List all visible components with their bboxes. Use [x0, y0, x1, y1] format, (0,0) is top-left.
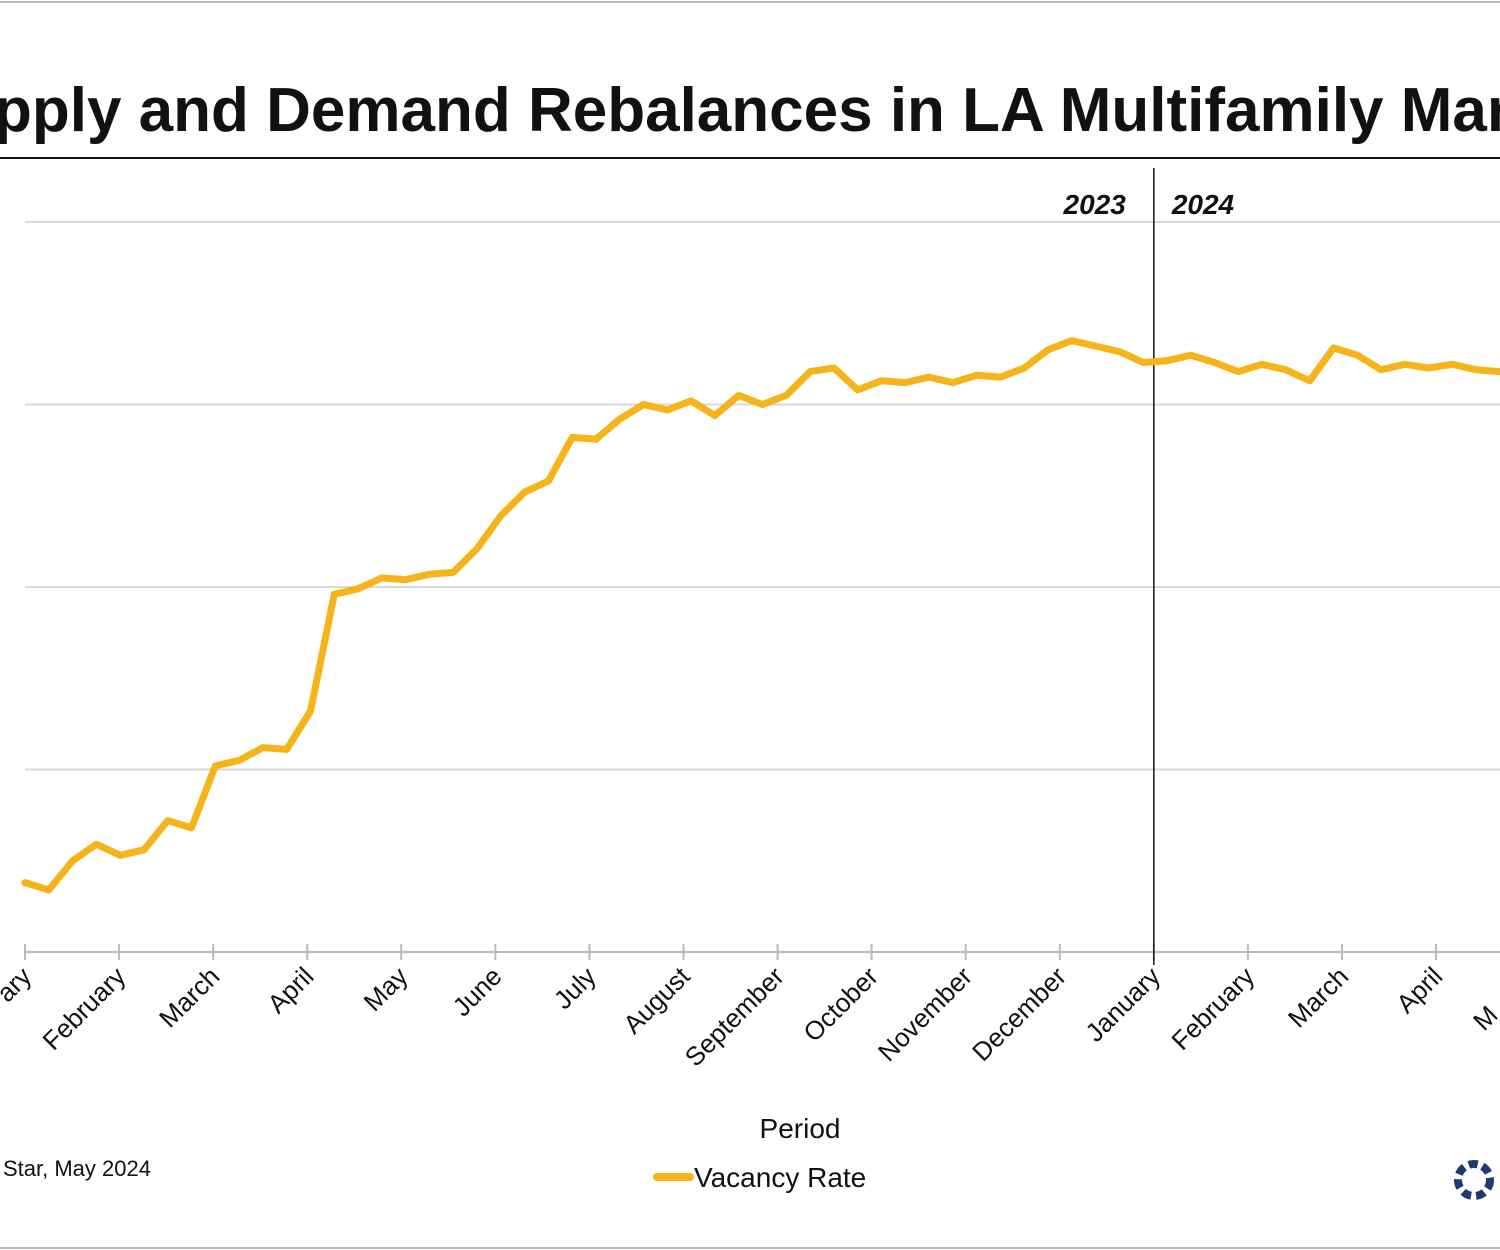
legend-label: Vacancy Rate	[694, 1162, 866, 1193]
x-axis-label: Period	[760, 1113, 841, 1144]
logo-ring	[1454, 1160, 1494, 1200]
annotation: 2024	[1171, 189, 1235, 220]
chart-title: pply and Demand Rebalances in LA Multifa…	[0, 76, 1500, 145]
logo	[1454, 1160, 1494, 1200]
annotation: 2023	[1063, 189, 1127, 220]
series-line	[21, 337, 1500, 894]
source-note: Star, May 2024	[3, 1156, 151, 1181]
